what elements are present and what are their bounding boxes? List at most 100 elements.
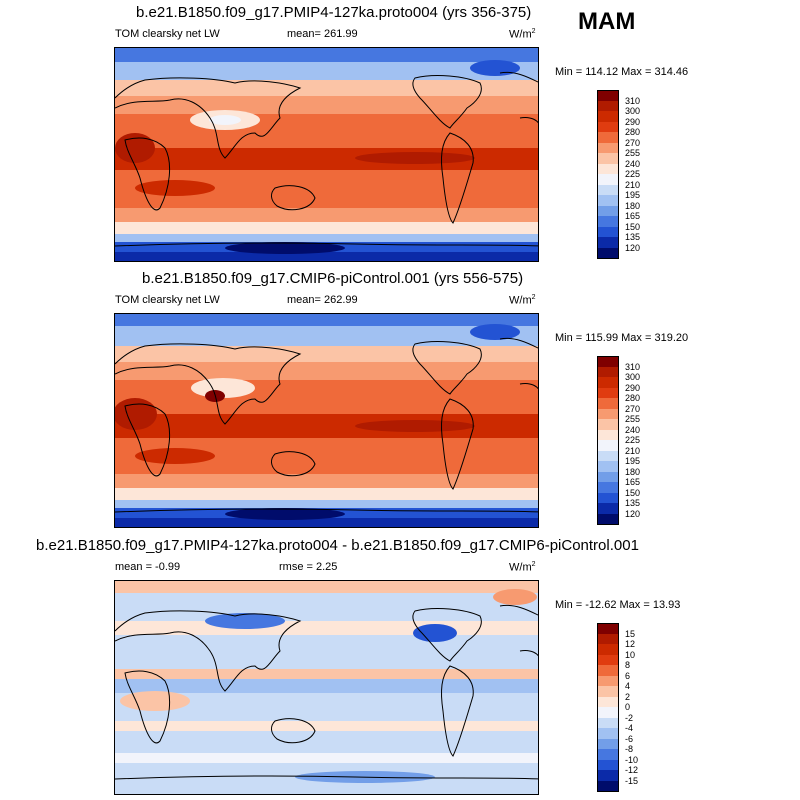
colorbar-label: -6 (625, 733, 634, 744)
colorbar-label: 180 (625, 466, 641, 477)
colorbar-label: 165 (625, 211, 641, 221)
colorbar-box (597, 153, 619, 164)
colorbar-label: 2 (625, 691, 631, 702)
colorbar-box (597, 142, 619, 154)
colorbar-box (597, 450, 619, 462)
colorbar-box (597, 195, 619, 206)
colorbar-box (597, 461, 619, 472)
colorbar-box (597, 440, 619, 451)
colorbar-label: 180 (625, 200, 641, 211)
panel-2-mean: mean= 262.99 (287, 294, 358, 306)
panel-3-map (114, 580, 539, 795)
colorbar-box (597, 675, 619, 687)
colorbar-box (597, 770, 619, 781)
colorbar-label: -8 (625, 744, 634, 754)
colorbar-box (597, 100, 619, 112)
colorbar-box (597, 90, 619, 101)
colorbar-label: 225 (625, 169, 641, 179)
colorbar-label: -2 (625, 712, 634, 723)
colorbar-label: -4 (625, 723, 634, 733)
colorbar-box (597, 482, 619, 493)
colorbar-box (597, 513, 619, 525)
colorbar-box (597, 408, 619, 420)
colorbar-box (597, 247, 619, 259)
colorbar-box (597, 184, 619, 196)
colorbar-label: 0 (625, 702, 631, 712)
panel-3-units: W/m2 (509, 561, 536, 574)
panel-2-minmax: Min = 115.99 Max = 319.20 (555, 332, 689, 344)
colorbar-label: 290 (625, 116, 641, 127)
colorbar-box (597, 121, 619, 133)
colorbar-label: 6 (625, 670, 631, 681)
colorbar-label: 240 (625, 424, 641, 435)
panel-1-mean: mean= 261.99 (287, 28, 358, 40)
colorbar-label: 195 (625, 190, 641, 200)
colorbar-box (597, 398, 619, 409)
colorbar-label: -10 (625, 754, 639, 765)
colorbar-box (597, 749, 619, 760)
colorbar-box (597, 633, 619, 645)
panel-2-map (114, 313, 539, 528)
colorbar-label: 270 (625, 403, 641, 414)
colorbar-box (597, 163, 619, 175)
panel-1-minmax: Min = 114.12 Max = 314.46 (555, 66, 689, 78)
panel-1-title: b.e21.B1850.f09_g17.PMIP4-127ka.proto004… (136, 4, 532, 21)
panel-2-title: b.e21.B1850.f09_g17.CMIP6-piControl.001 … (142, 270, 524, 287)
colorbar-label: 120 (625, 242, 641, 253)
colorbar-label: 280 (625, 127, 641, 137)
panel-3-rmse: rmse = 2.25 (279, 561, 338, 573)
panel-2-field (115, 314, 538, 527)
colorbar-label: 300 (625, 372, 641, 382)
colorbar-label: 210 (625, 445, 641, 456)
colorbar-box (597, 205, 619, 217)
colorbar-box (597, 216, 619, 227)
colorbar-box (597, 419, 619, 430)
colorbar-box (597, 174, 619, 185)
colorbar-box (597, 728, 619, 739)
colorbar-box (597, 696, 619, 708)
colorbar-box (597, 623, 619, 634)
panel-1-map (114, 47, 539, 262)
panel-3-title: b.e21.B1850.f09_g17.PMIP4-127ka.proto004… (36, 537, 639, 554)
colorbar-box (597, 717, 619, 729)
panel-3-colorbar: 15 12 10 8 6 4 2 0 -2 -4 -6 -8 -10 -12 -15 (597, 623, 657, 792)
colorbar-box (597, 654, 619, 666)
colorbar-box (597, 707, 619, 718)
colorbar-box (597, 780, 619, 792)
panel-3-minmax: Min = -12.62 Max = 13.93 (555, 599, 681, 611)
colorbar-box (597, 471, 619, 483)
colorbar-label: 150 (625, 487, 641, 498)
colorbar-label: 290 (625, 382, 641, 393)
panel-1-colorbar: 310 300 290 280 270 255 240 225 210 195 180 165 150 1… (597, 90, 657, 259)
colorbar-box (597, 686, 619, 697)
colorbar-label: 165 (625, 477, 641, 487)
panel-2-variable-label: TOM clearsky net LW (115, 294, 220, 306)
colorbar-box (597, 503, 619, 514)
colorbar-box (597, 387, 619, 399)
colorbar-box (597, 738, 619, 750)
colorbar-box (597, 111, 619, 122)
season-label: MAM (578, 8, 636, 35)
colorbar-label: 270 (625, 137, 641, 148)
colorbar-label: 135 (625, 232, 641, 242)
panel-2-colorbar: 310 300 290 280 270 255 240 225 210 195 180 165 150 1… (597, 356, 657, 525)
colorbar-label: -12 (625, 765, 639, 775)
colorbar-box (597, 226, 619, 238)
colorbar-box (597, 492, 619, 504)
panel-2-units: W/m2 (509, 294, 536, 307)
colorbar-label: 310 (625, 361, 641, 372)
colorbar-label: 240 (625, 158, 641, 169)
colorbar-label: 310 (625, 95, 641, 106)
colorbar-box (597, 377, 619, 388)
colorbar-label: 120 (625, 508, 641, 519)
colorbar-label: 255 (625, 414, 641, 424)
colorbar-box (597, 429, 619, 441)
colorbar-box (597, 237, 619, 248)
colorbar-label: 280 (625, 393, 641, 403)
colorbar-label: 150 (625, 221, 641, 232)
colorbar-label: -15 (625, 775, 639, 786)
panel-1-variable-label: TOM clearsky net LW (115, 28, 220, 40)
colorbar-label: 12 (625, 639, 636, 649)
colorbar-label: 10 (625, 649, 636, 660)
colorbar-box (597, 366, 619, 378)
